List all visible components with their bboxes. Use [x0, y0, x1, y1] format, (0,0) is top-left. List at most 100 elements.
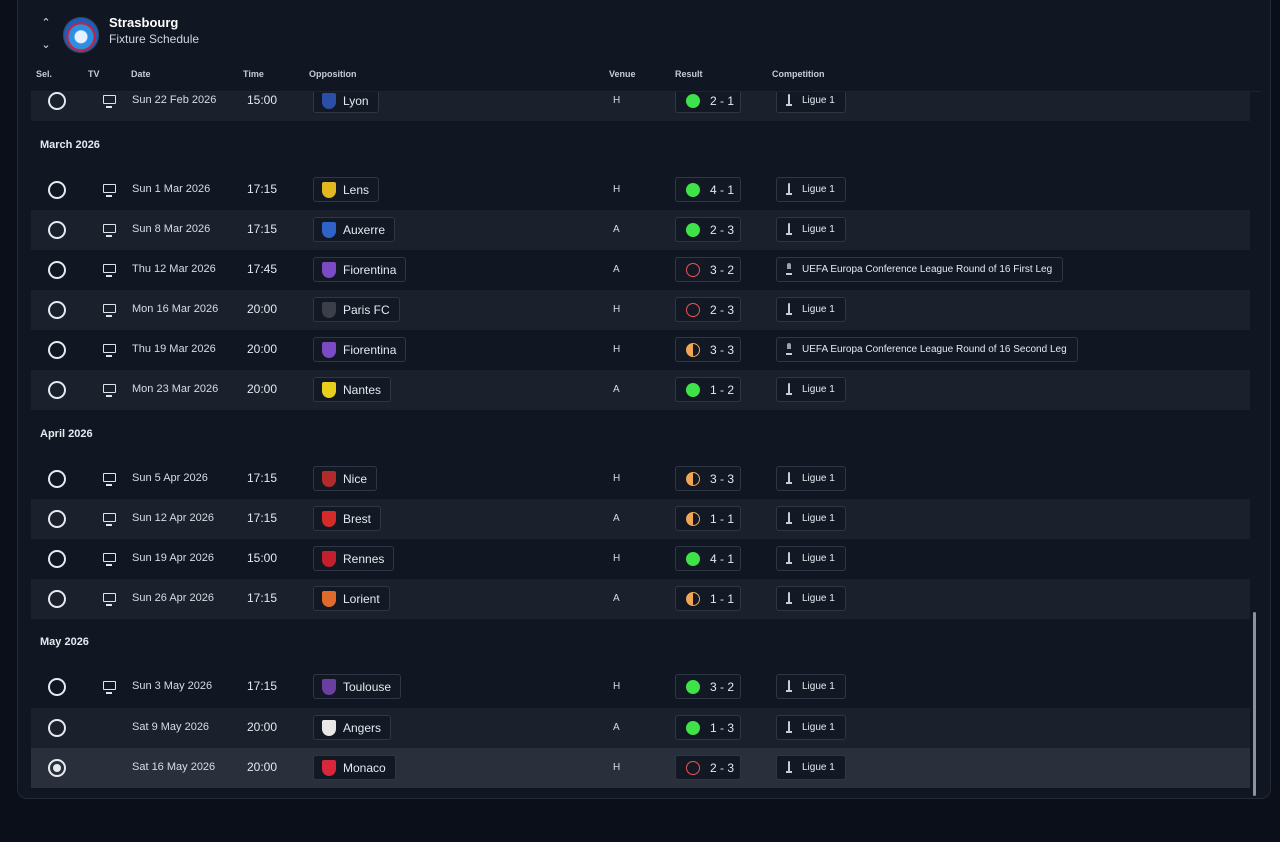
- competition-button[interactable]: Ligue 1: [776, 546, 846, 571]
- select-radio[interactable]: [48, 759, 66, 777]
- column-header-time[interactable]: Time: [243, 69, 264, 79]
- select-radio[interactable]: [48, 381, 66, 399]
- select-radio[interactable]: [48, 678, 66, 696]
- competition-button[interactable]: UEFA Europa Conference League Round of 1…: [776, 337, 1078, 362]
- fixture-date: Thu 19 Mar 2026: [132, 343, 216, 355]
- fixture-row[interactable]: Sun 26 Apr 2026 17:15 Lorient A 1 - 1 Ligue 1: [31, 579, 1250, 619]
- column-header-opposition[interactable]: Opposition: [309, 69, 357, 79]
- fixture-time: 20:00: [247, 342, 278, 356]
- select-radio[interactable]: [48, 181, 66, 199]
- competition-button[interactable]: Ligue 1: [776, 177, 846, 202]
- result-button[interactable]: 1 - 1: [675, 586, 741, 611]
- competition-button[interactable]: Ligue 1: [776, 377, 846, 402]
- column-header-result[interactable]: Result: [675, 69, 703, 79]
- fixture-date: Sat 16 May 2026: [132, 761, 216, 773]
- competition-button[interactable]: Ligue 1: [776, 217, 846, 242]
- select-radio[interactable]: [48, 301, 66, 319]
- select-radio[interactable]: [48, 92, 66, 110]
- result-win-icon: [686, 720, 700, 735]
- opponent-button[interactable]: Auxerre: [313, 217, 396, 242]
- result-button[interactable]: 2 - 3: [675, 755, 741, 780]
- opponent-name: Lens: [343, 182, 370, 197]
- fixture-row[interactable]: Sun 5 Apr 2026 17:15 Nice H 3 - 3 Ligue 1: [31, 459, 1250, 499]
- opponent-button[interactable]: Monaco: [313, 755, 396, 780]
- opponent-button[interactable]: Lorient: [313, 586, 390, 611]
- opponent-button[interactable]: Nantes: [313, 377, 392, 402]
- venue-value: H: [613, 95, 621, 106]
- competition-button[interactable]: UEFA Europa Conference League Round of 1…: [776, 257, 1064, 282]
- result-button[interactable]: 1 - 2: [675, 377, 741, 402]
- competition-button[interactable]: Ligue 1: [776, 506, 846, 531]
- fixture-row[interactable]: Mon 16 Mar 2026 20:00 Paris FC H 2 - 3 Ligue …: [31, 290, 1250, 330]
- result-button[interactable]: 3 - 3: [675, 337, 741, 362]
- opponent-button[interactable]: Paris FC: [313, 297, 400, 322]
- result-score: 2 - 3: [710, 222, 735, 237]
- competition-button[interactable]: Ligue 1: [776, 674, 846, 699]
- fixture-row[interactable]: Sat 16 May 2026 20:00 Monaco H 2 - 3 Ligue 1: [31, 748, 1250, 788]
- tv-icon: [103, 264, 116, 277]
- opponent-crest-icon: [322, 92, 336, 109]
- column-header-venue[interactable]: Venue: [609, 69, 636, 79]
- fixture-row[interactable]: Thu 12 Mar 2026 17:45 Fiorentina A 3 - 2 UEFA…: [31, 250, 1250, 290]
- result-button[interactable]: 2 - 1: [675, 92, 741, 113]
- competition-button[interactable]: Ligue 1: [776, 755, 846, 780]
- result-button[interactable]: 3 - 2: [675, 257, 741, 282]
- competition-button[interactable]: Ligue 1: [776, 715, 846, 740]
- select-radio[interactable]: [48, 510, 66, 528]
- column-header-date[interactable]: Date: [131, 69, 151, 79]
- opponent-button[interactable]: Rennes: [313, 546, 395, 571]
- fixture-row[interactable]: Thu 19 Mar 2026 20:00 Fiorentina H 3 - 3 UEFA…: [31, 330, 1250, 370]
- result-button[interactable]: 3 - 3: [675, 466, 741, 491]
- opponent-button[interactable]: Fiorentina: [313, 257, 407, 282]
- opponent-button[interactable]: Nice: [313, 466, 378, 491]
- result-score: 3 - 2: [710, 679, 735, 694]
- competition-button[interactable]: Ligue 1: [776, 586, 846, 611]
- fixture-row[interactable]: Sun 8 Mar 2026 17:15 Auxerre A 2 - 3 Ligue 1: [31, 210, 1250, 250]
- select-radio[interactable]: [48, 341, 66, 359]
- tv-icon: [103, 95, 116, 108]
- fixture-row[interactable]: Mon 23 Mar 2026 20:00 Nantes A 1 - 2 Ligue 1: [31, 370, 1250, 410]
- column-header-competition[interactable]: Competition: [772, 69, 825, 79]
- result-button[interactable]: 1 - 1: [675, 506, 741, 531]
- column-header-tv[interactable]: TV: [88, 69, 100, 79]
- opponent-crest-icon: [322, 181, 336, 198]
- competition-button[interactable]: Ligue 1: [776, 297, 846, 322]
- opponent-crest-icon: [322, 381, 336, 398]
- competition-button[interactable]: Ligue 1: [776, 466, 846, 491]
- club-crest[interactable]: [63, 17, 99, 53]
- fixture-row[interactable]: Sun 22 Feb 2026 15:00 Lyon H 2 - 1 Ligue 1: [31, 92, 1250, 121]
- select-radio[interactable]: [48, 550, 66, 568]
- opponent-button[interactable]: Angers: [313, 715, 392, 740]
- opponent-button[interactable]: Lyon: [313, 92, 379, 113]
- select-radio[interactable]: [48, 719, 66, 737]
- result-button[interactable]: 4 - 1: [675, 177, 741, 202]
- fixture-row[interactable]: Sat 9 May 2026 20:00 Angers A 1 - 3 Ligue 1: [31, 708, 1250, 748]
- opponent-button[interactable]: Lens: [313, 177, 380, 202]
- select-radio[interactable]: [48, 590, 66, 608]
- select-radio[interactable]: [48, 470, 66, 488]
- chevron-up-icon[interactable]: ⌃: [41, 17, 51, 29]
- column-header-sel[interactable]: Sel.: [36, 69, 53, 79]
- fixture-row[interactable]: Sun 12 Apr 2026 17:15 Brest A 1 - 1 Ligue 1: [31, 499, 1250, 539]
- opponent-button[interactable]: Brest: [313, 506, 382, 531]
- club-name[interactable]: Strasbourg: [109, 15, 179, 30]
- result-button[interactable]: 2 - 3: [675, 297, 741, 322]
- select-radio[interactable]: [48, 261, 66, 279]
- result-button[interactable]: 4 - 1: [675, 546, 741, 571]
- result-button[interactable]: 1 - 3: [675, 715, 741, 740]
- fixture-date: Sun 5 Apr 2026: [132, 472, 208, 484]
- chevron-down-icon[interactable]: ⌄: [41, 39, 51, 51]
- fixture-row[interactable]: Sun 3 May 2026 17:15 Toulouse H 3 - 2 Ligue 1: [31, 667, 1250, 707]
- competition-button[interactable]: Ligue 1: [776, 92, 846, 113]
- tv-icon: [103, 473, 116, 486]
- result-button[interactable]: 2 - 3: [675, 217, 741, 242]
- scrollbar-thumb[interactable]: [1253, 612, 1256, 796]
- opponent-button[interactable]: Fiorentina: [313, 337, 407, 362]
- fixture-date: Sun 19 Apr 2026: [132, 552, 214, 564]
- fixture-row[interactable]: Sun 1 Mar 2026 17:15 Lens H 4 - 1 Ligue 1: [31, 170, 1250, 210]
- result-button[interactable]: 3 - 2: [675, 674, 741, 699]
- select-radio[interactable]: [48, 221, 66, 239]
- venue-value: H: [613, 344, 621, 355]
- opponent-button[interactable]: Toulouse: [313, 674, 402, 699]
- fixture-row[interactable]: Sun 19 Apr 2026 15:00 Rennes H 4 - 1 Ligue 1: [31, 539, 1250, 579]
